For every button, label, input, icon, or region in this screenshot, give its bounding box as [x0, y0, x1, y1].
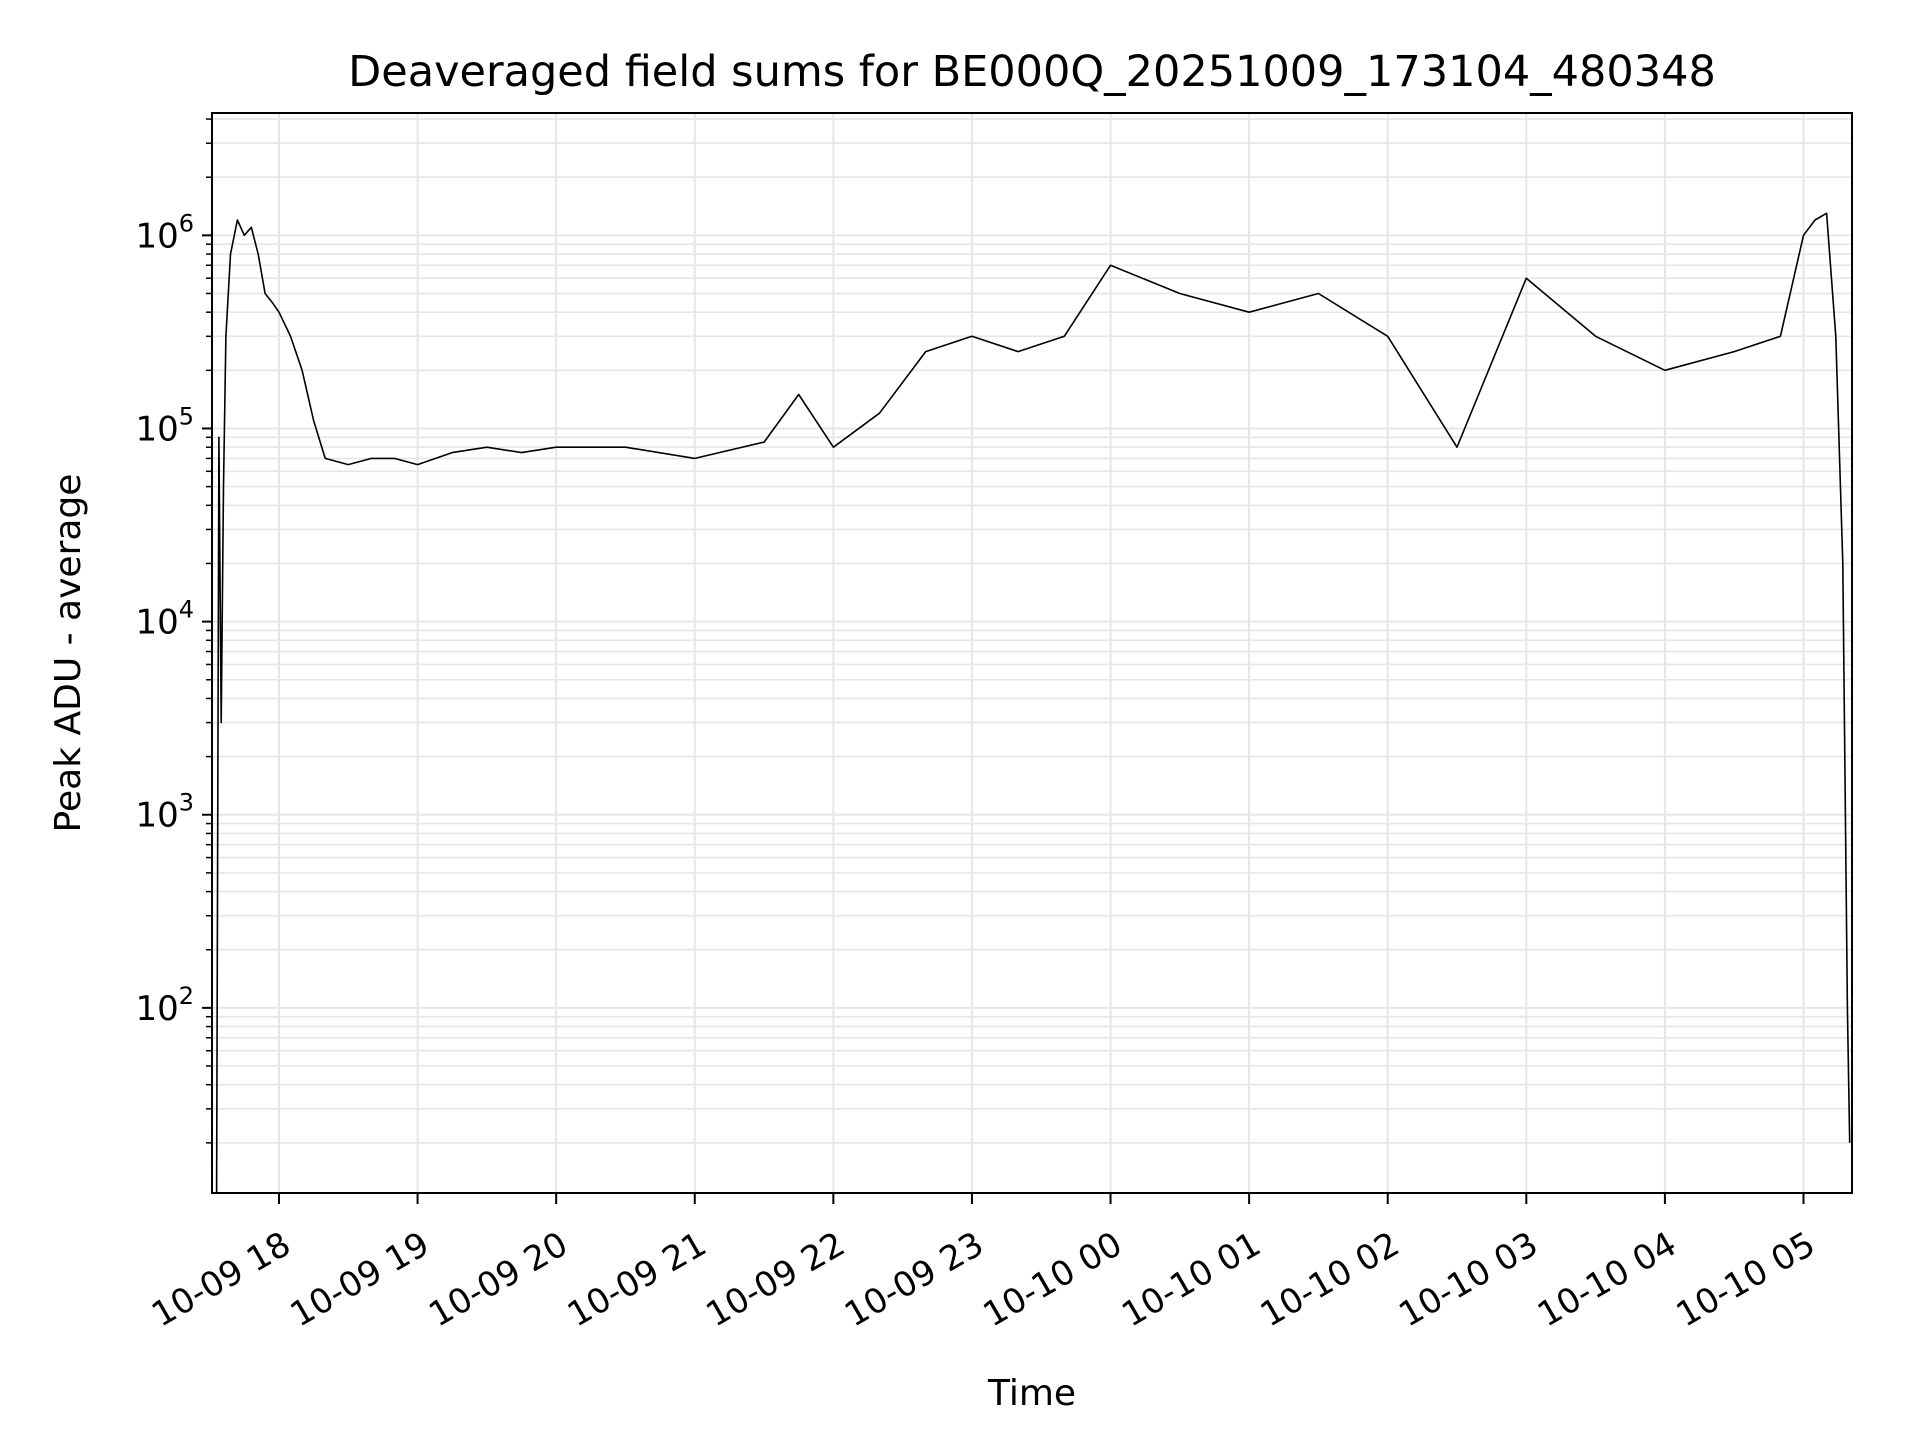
y-tick-label: 103	[135, 789, 194, 836]
y-tick-label: 106	[135, 209, 194, 256]
plot-frame	[211, 112, 1853, 1194]
grid	[212, 113, 1852, 1193]
y-axis-label: Peak ADU - average	[48, 474, 89, 833]
y-tick-label: 102	[135, 982, 194, 1029]
series-layer	[215, 212, 1851, 1194]
y-tick-label: 104	[135, 596, 194, 643]
y-tick-label: 105	[135, 402, 194, 449]
x-axis-label: Time	[987, 1373, 1076, 1414]
chart-title: Deaveraged field sums for BE000Q_2025100…	[348, 47, 1716, 97]
y-axis: 102 103 104 105 106	[135, 118, 212, 1144]
series-line	[215, 212, 1851, 1194]
